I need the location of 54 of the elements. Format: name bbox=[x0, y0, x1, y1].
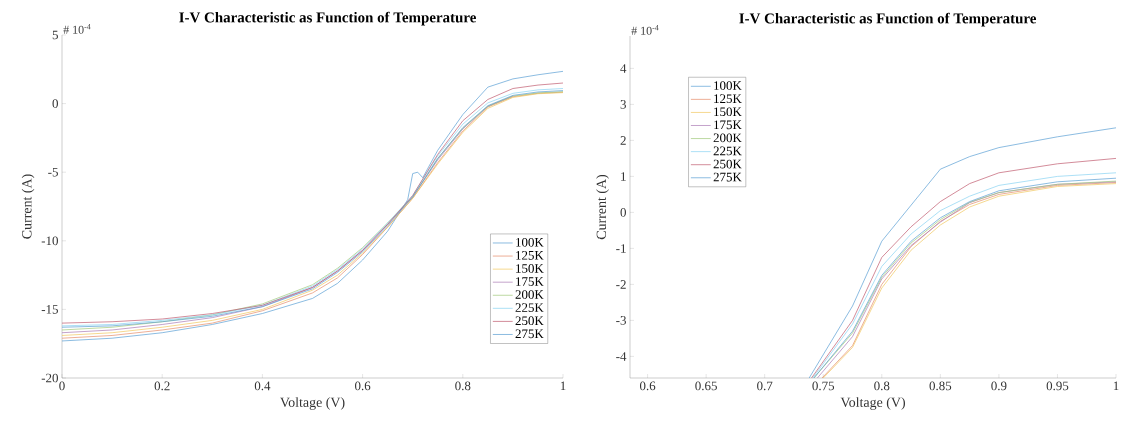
legend-label: 100K bbox=[516, 237, 544, 247]
y-tick-label: 2 bbox=[620, 136, 626, 145]
y-tick-label: 3 bbox=[620, 100, 626, 109]
text: # 10$^{-4}$ bbox=[63, 24, 91, 34]
legend-label: 250K bbox=[713, 159, 742, 169]
x-tick-label: 0.65 bbox=[695, 381, 717, 391]
x-tick-label: 0.7 bbox=[757, 381, 773, 391]
chart-title: I-V Characteristic as Function of Temperature bbox=[179, 11, 476, 26]
x-tick-label: 0.8 bbox=[874, 381, 890, 391]
legend-label: 175K bbox=[516, 277, 544, 286]
y-tick-label: 0 bbox=[620, 208, 626, 217]
y-tick-label: 1 bbox=[621, 172, 626, 181]
x-tick-label: 1 bbox=[560, 381, 566, 391]
legend-label: 200K bbox=[713, 133, 742, 143]
text: # 10$^{-4}$ bbox=[631, 25, 659, 35]
legend-label: 100K bbox=[714, 81, 742, 90]
x-tick-label: 0 bbox=[59, 381, 65, 391]
y-axis-title: Current (A) bbox=[21, 174, 35, 239]
x-tick-label: 0.95 bbox=[1046, 381, 1069, 391]
y-tick-label: -20 bbox=[41, 373, 58, 383]
x-tick-label: 0.2 bbox=[154, 381, 170, 391]
x-axis-title: Voltage (V) bbox=[280, 397, 345, 410]
legend-label: 150K bbox=[516, 264, 544, 273]
y-tick-label: -3 bbox=[616, 316, 626, 325]
y-tick-label: 5 bbox=[52, 30, 58, 40]
x-tick-label: 0.85 bbox=[929, 381, 952, 391]
y-axis-title: Current (A) bbox=[596, 174, 609, 240]
x-axis-title: Voltage (V) bbox=[840, 397, 905, 410]
x-tick-label: 0.8 bbox=[455, 381, 471, 391]
y-tick-label: -1 bbox=[616, 244, 626, 253]
legend-label: 225K bbox=[515, 303, 544, 312]
x-tick-label: 0.75 bbox=[812, 381, 835, 391]
y-tick-label: -15 bbox=[41, 305, 58, 314]
x-tick-label: 1 bbox=[1113, 381, 1119, 391]
legend-label: 275K bbox=[515, 329, 544, 339]
x-tick-label: 0.4 bbox=[254, 381, 271, 391]
legend-label: 250K bbox=[515, 316, 544, 326]
legend-label: 200K bbox=[515, 290, 544, 299]
y-tick-label: 0 bbox=[52, 99, 58, 108]
legend-label: 150K bbox=[714, 107, 742, 117]
legend-label: 275K bbox=[713, 172, 742, 182]
x-tick-label: 0.9 bbox=[991, 381, 1007, 391]
legend-label: 175K bbox=[714, 120, 742, 130]
legend-label: 125K bbox=[516, 251, 544, 260]
y-tick-label: -5 bbox=[48, 167, 58, 177]
legend-label: 125K bbox=[714, 94, 742, 104]
legend-label: 225K bbox=[713, 146, 742, 156]
y-tick-label: 4 bbox=[620, 64, 627, 73]
y-tick-label: -10 bbox=[41, 236, 58, 246]
y-tick-label: -2 bbox=[616, 280, 626, 289]
x-tick-label: 0.6 bbox=[639, 381, 656, 391]
y-tick-label: -4 bbox=[616, 352, 627, 361]
chart-title: I-V Characteristic as Function of Temperature bbox=[739, 12, 1037, 27]
x-tick-label: 0.6 bbox=[355, 381, 371, 391]
